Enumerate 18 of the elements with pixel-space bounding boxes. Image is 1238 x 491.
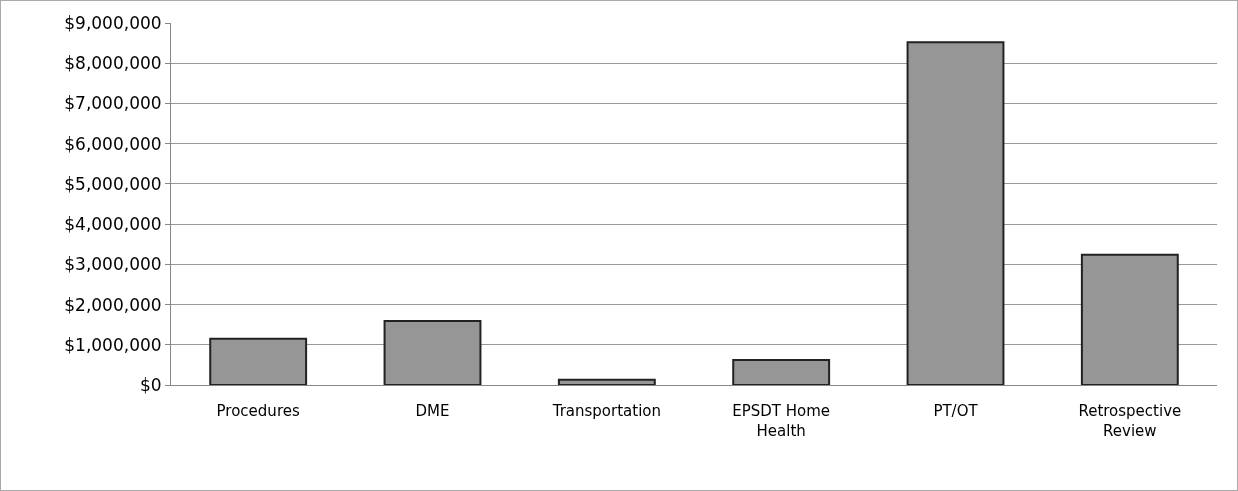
y-tick-label: $0 (139, 374, 162, 395)
x-tick-label: PT/OT (933, 402, 979, 420)
x-tick-label: Transportation (551, 402, 661, 420)
y-tick-label: $8,000,000 (64, 53, 162, 74)
y-tick-label: $1,000,000 (64, 334, 162, 355)
y-tick-label: $4,000,000 (64, 214, 162, 235)
y-tick-label: $5,000,000 (64, 173, 162, 194)
x-tick-label: EPSDT Home Health (732, 402, 831, 440)
bar (732, 359, 831, 385)
y-tick-label: $2,000,000 (64, 294, 162, 315)
y-tick-label: $6,000,000 (64, 133, 162, 154)
bar (557, 378, 656, 385)
y-tick-label: $3,000,000 (64, 254, 162, 275)
y-tick-label: $7,000,000 (64, 93, 162, 114)
x-tick-label: Procedures (216, 402, 300, 420)
x-tick-label: Retrospective Review (1078, 402, 1182, 440)
x-tick-label: DME (415, 402, 450, 420)
y-tick-label: $9,000,000 (64, 12, 162, 33)
